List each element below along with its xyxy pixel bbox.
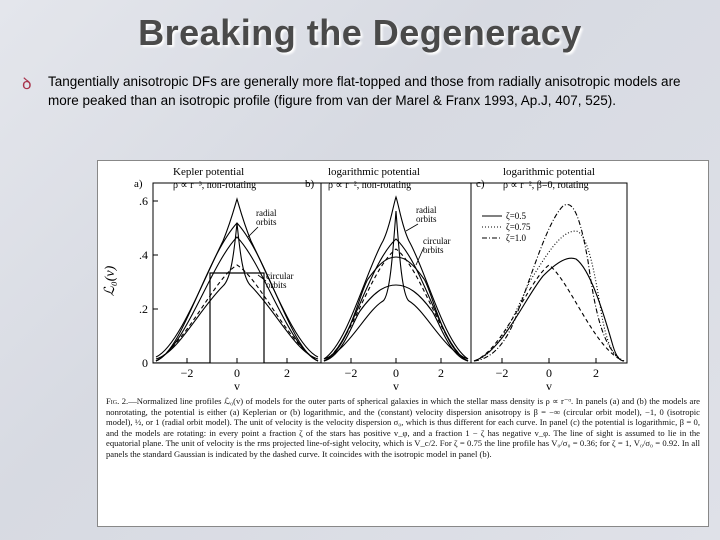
x-tick-label: −2: [345, 366, 358, 380]
panel-c-subtitle: ρ ∝ r⁻², β=0, rotating: [503, 180, 589, 191]
y-tick-label: .4: [139, 248, 148, 262]
figure-plots: ℒ₀(v) .6 .4 .2 0 Kepler potential ρ ∝ r⁻…: [103, 166, 628, 393]
legend-zeta-0.5: ζ=0.5: [506, 211, 527, 221]
panel-c-frame: [470, 182, 628, 364]
x-tick-label: 2: [438, 366, 444, 380]
annotation-orbits-b2: orbits: [423, 245, 444, 255]
slide-title: Breaking the Degeneracy: [138, 12, 582, 53]
panel-b-letter: b): [305, 178, 315, 190]
annotation-orbits-a2: orbits: [266, 280, 287, 290]
bullet-text: Tangentially anisotropic DFs are general…: [48, 74, 681, 108]
legend-zeta-1.0: ζ=1.0: [506, 233, 527, 243]
panel-b-frame: [320, 182, 472, 364]
x-tick-label: 2: [593, 366, 599, 380]
legend-zeta-0.75: ζ=0.75: [506, 222, 531, 232]
panel-a-letter: a): [134, 178, 143, 190]
figure-caption: Fig. 2.—Normalized line profiles ℒ₀(v) o…: [106, 396, 700, 460]
annotation-orbits-a: orbits: [256, 217, 277, 227]
annotation-circular-a: circular: [266, 271, 293, 281]
panel-a-subtitle: ρ ∝ r⁻³, non-rotating: [173, 180, 256, 191]
annotation-orbits-b: orbits: [416, 214, 437, 224]
x-tick-label: −2: [496, 366, 509, 380]
y-tick-label: .2: [139, 302, 148, 316]
panel-a-title: Kepler potential: [173, 166, 244, 178]
x-axis-label: v: [393, 379, 399, 393]
panel-c-title: logarithmic potential: [503, 166, 595, 178]
y-tick-label: .6: [139, 194, 148, 208]
annotation-radial-a: radial: [256, 208, 277, 218]
panel-b-title: logarithmic potential: [328, 166, 420, 178]
caption-lead: Fig. 2.: [106, 396, 129, 406]
panel-b-subtitle: ρ ∝ r⁻², non-rotating: [328, 180, 411, 191]
annotation-circular-b: circular: [423, 236, 450, 246]
y-tick-label: 0: [142, 356, 148, 370]
figure-image: ℒ₀(v) .6 .4 .2 0 Kepler potential ρ ∝ r⁻…: [97, 160, 709, 527]
annotation-radial-b: radial: [416, 205, 437, 215]
caption-text: —Normalized line profiles ℒ₀(v) of model…: [106, 396, 700, 459]
x-tick-label: 0: [393, 366, 399, 380]
x-tick-label: 0: [546, 366, 552, 380]
x-axis-label: v: [234, 379, 240, 393]
bullet-point: ꝺ Tangentially anisotropic DFs are gener…: [22, 72, 702, 110]
y-axis-label: ℒ₀(v): [103, 265, 118, 296]
bullet-icon: ꝺ: [22, 76, 32, 93]
x-tick-label: −2: [181, 366, 194, 380]
panel-c-letter: c): [476, 178, 485, 190]
x-tick-label: 0: [234, 366, 240, 380]
x-axis-label: v: [546, 379, 552, 393]
x-tick-label: 2: [284, 366, 290, 380]
